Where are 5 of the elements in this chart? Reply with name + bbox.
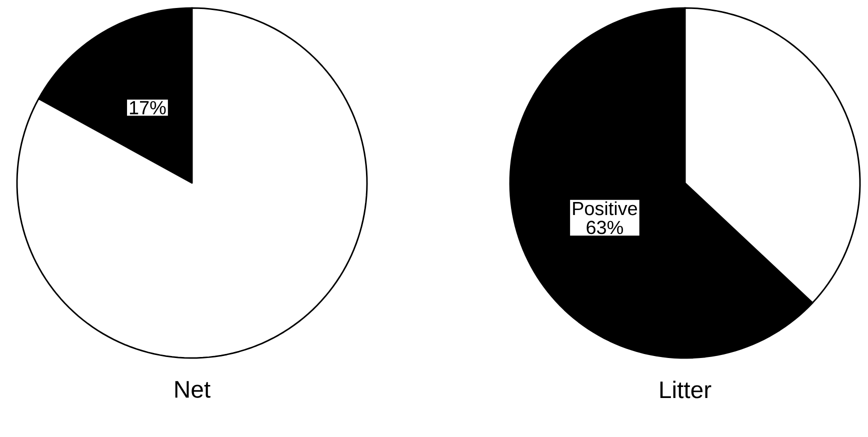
data-label: 63% (586, 220, 623, 234)
data-label: 17% (130, 101, 166, 114)
text: Net (175, 381, 210, 398)
slice-label: Positive (573, 201, 637, 216)
text: Litter (660, 380, 712, 398)
